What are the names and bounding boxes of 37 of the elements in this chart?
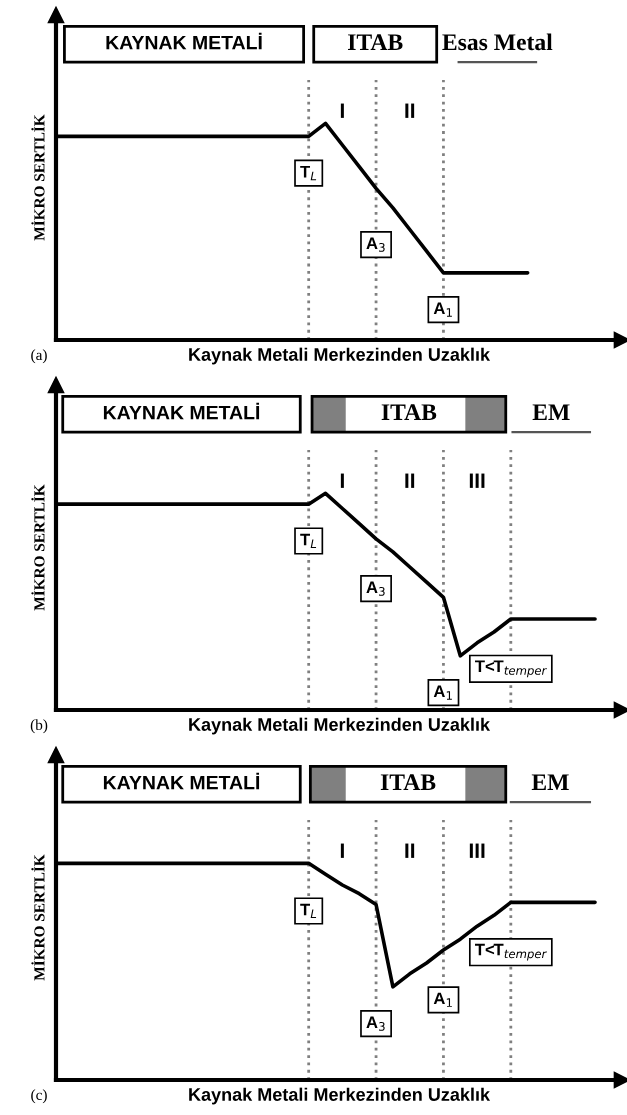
annotation: A$_{3}$ [366, 237, 385, 252]
annotation: T<T$_{temper}$ [475, 943, 547, 961]
text: (c) [31, 1089, 47, 1104]
annotation: T<T$_{temper}$ [475, 660, 547, 678]
text: KAYNAK METALİ [106, 32, 262, 50]
x-axis-title: Kaynak Metali Merkezinden Uzaklık [189, 717, 491, 735]
x-axis-title: Kaynak Metali Merkezinden Uzaklık [189, 347, 491, 365]
y-axis-title: MİKRO SERTLİK [31, 854, 45, 981]
text: KAYNAK METALİ [103, 402, 260, 420]
text: ITAB [348, 34, 403, 50]
y-axis-title: MİKRO SERTLİK [31, 114, 45, 241]
text: I [340, 103, 344, 118]
text: (a) [31, 349, 47, 364]
annotation: A$_{1}$ [433, 685, 452, 700]
text: I [340, 473, 344, 488]
text: II [405, 473, 415, 488]
annotation: T$_{L}$ [300, 165, 317, 181]
annotation: T$_{L}$ [300, 903, 317, 919]
text: Esas Metal [442, 33, 553, 51]
text: III [469, 843, 485, 858]
annotation: T$_{L}$ [300, 533, 317, 549]
x-axis-title: Kaynak Metali Merkezinden Uzaklık [189, 1087, 491, 1105]
text: ITAB [380, 774, 436, 790]
text: EM [531, 774, 569, 790]
annotation: A$_{3}$ [366, 1016, 385, 1031]
text: II [405, 103, 415, 118]
text: III [469, 473, 485, 488]
y-axis-title: MİKRO SERTLİK [31, 484, 45, 611]
text: KAYNAK METALİ [103, 772, 260, 790]
annotation: A$_{1}$ [433, 992, 452, 1007]
annotation: A$_{3}$ [366, 581, 385, 596]
text: I [340, 843, 344, 858]
text: II [405, 843, 415, 858]
annotation: A$_{1}$ [433, 302, 452, 317]
text: ITAB [381, 404, 437, 420]
text: EM [532, 404, 570, 420]
text: (b) [30, 719, 48, 734]
